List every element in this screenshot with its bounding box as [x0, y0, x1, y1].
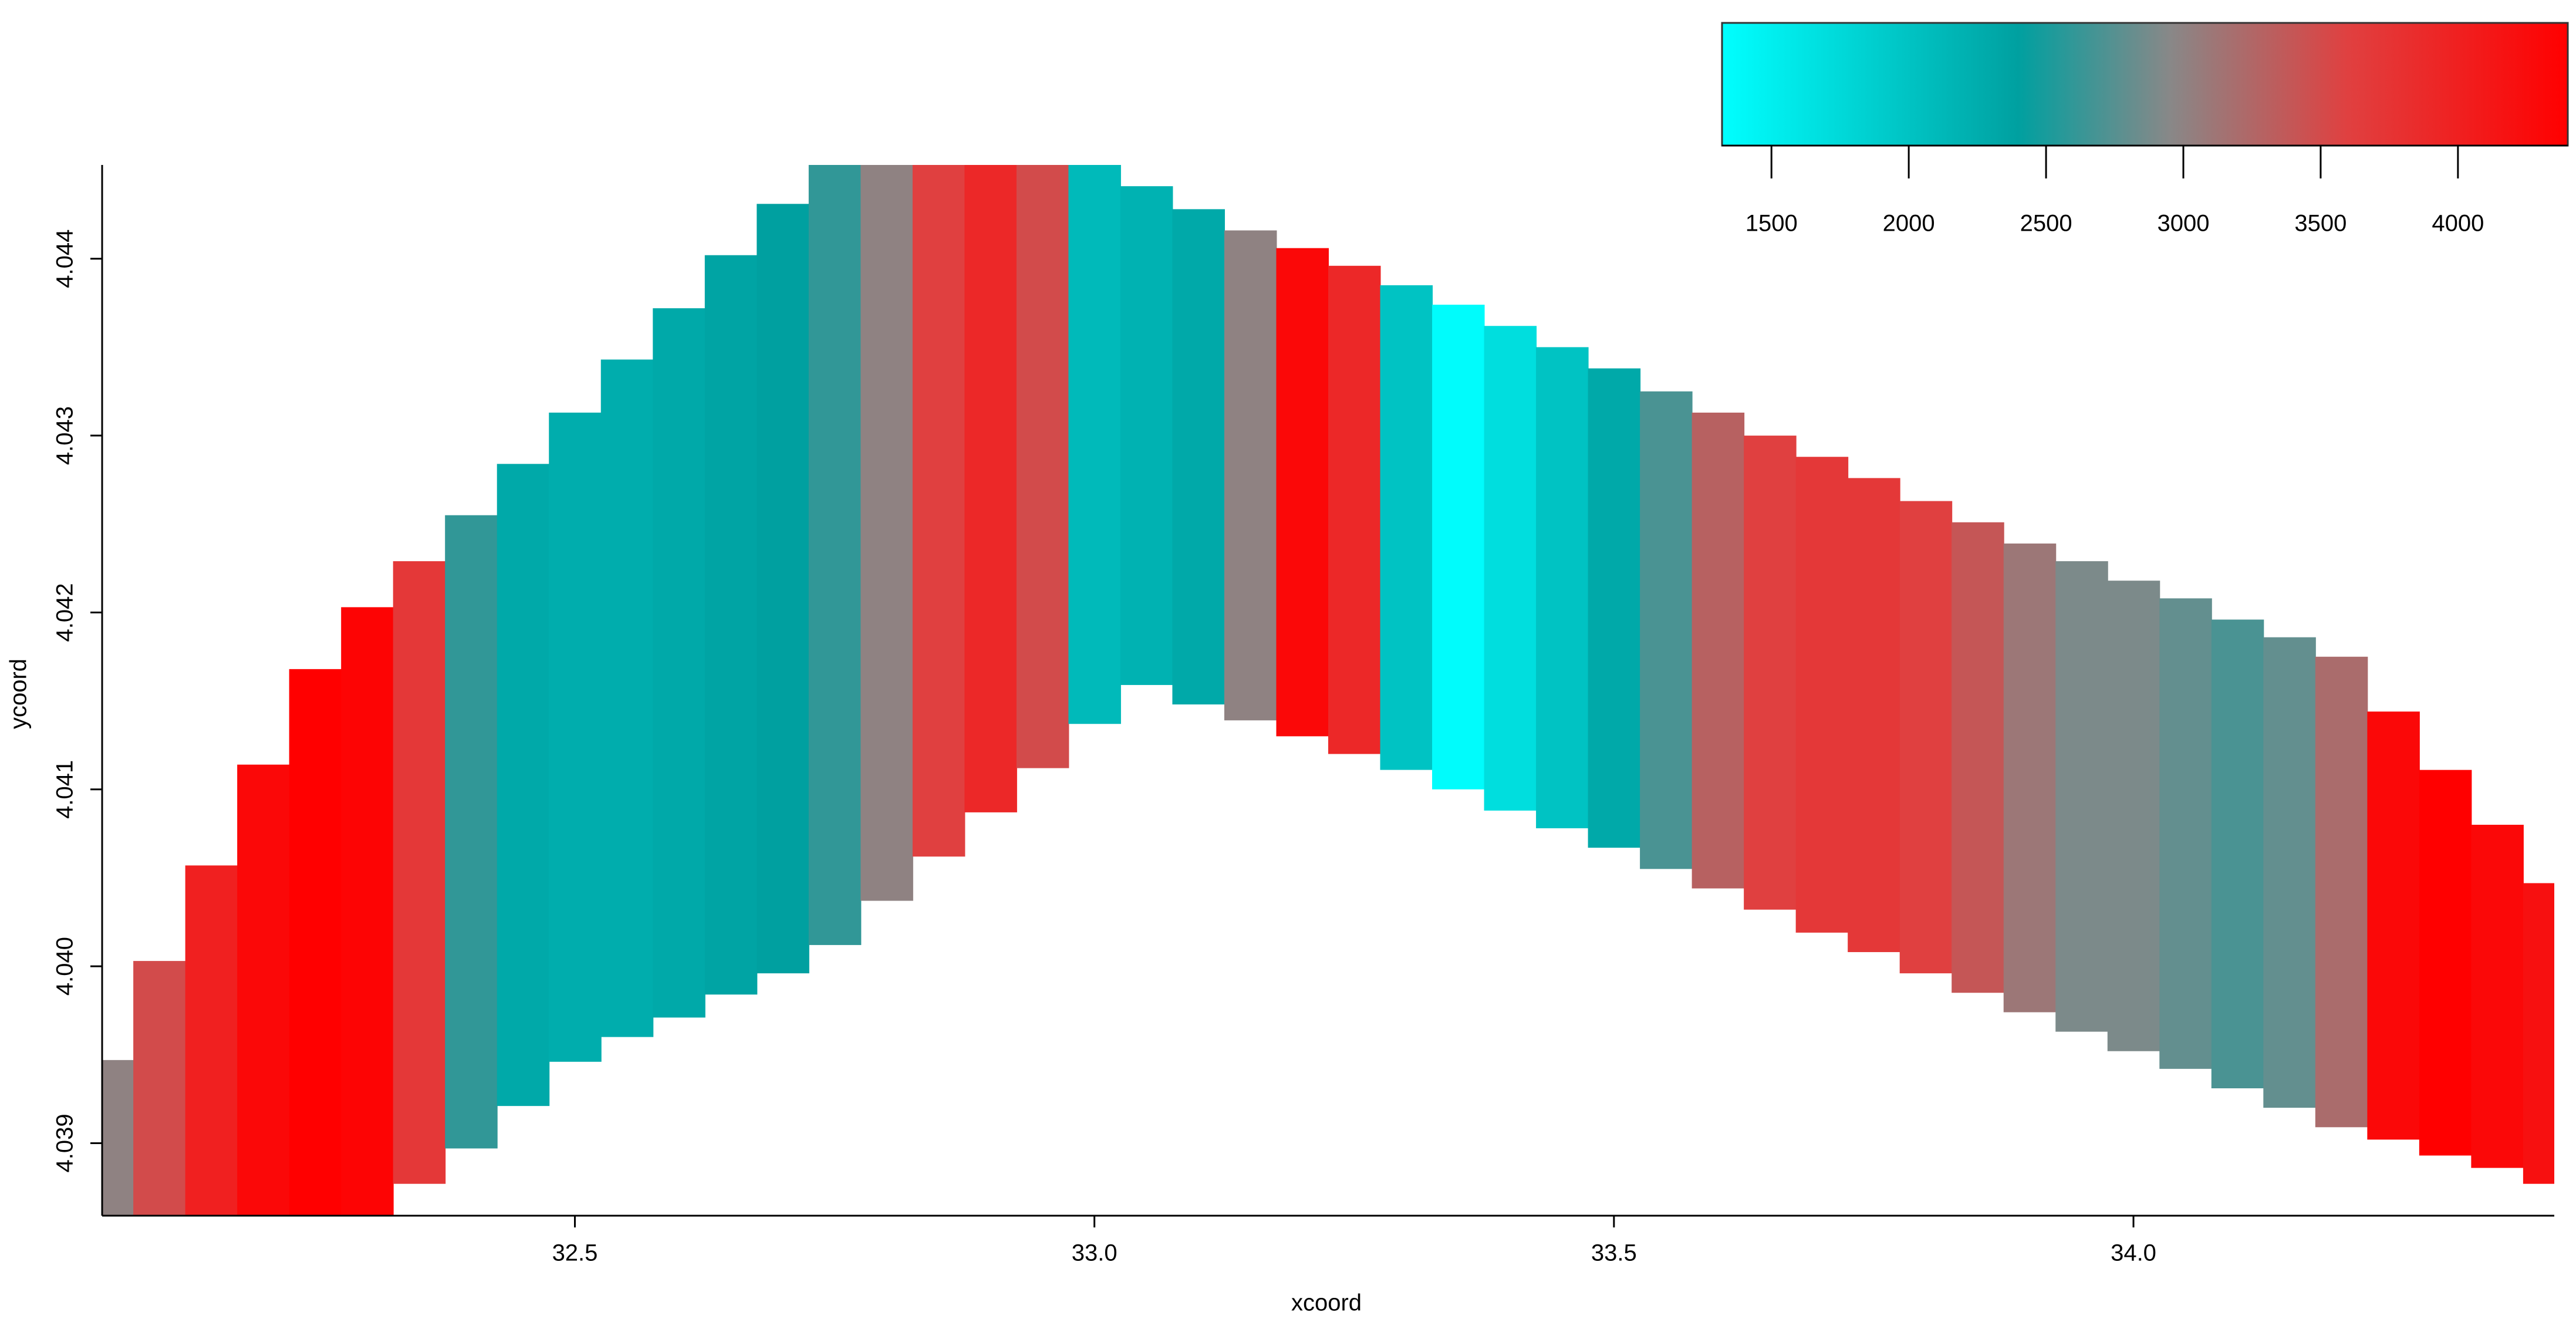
heat-cell [1276, 248, 1329, 737]
heat-cell [185, 865, 238, 1216]
heat-cell [1328, 265, 1381, 754]
heatmap [102, 165, 2554, 1216]
heat-cell [704, 255, 758, 995]
heat-cell [497, 464, 550, 1107]
y-tick-label: 4.041 [52, 760, 78, 819]
heat-cell [1224, 230, 1277, 721]
y-axis-label: ycoord [6, 659, 32, 729]
heat-cell [1068, 165, 1121, 724]
heat-cell [237, 764, 290, 1216]
colorbar-tick-label: 1500 [1746, 211, 1798, 237]
heat-cell [2055, 561, 2108, 1032]
heat-cell [1795, 457, 1849, 933]
y-tick-label: 4.042 [52, 583, 78, 642]
heat-cell [393, 561, 446, 1184]
colorbar-tick-label: 4000 [2432, 211, 2484, 237]
heat-cell [1692, 412, 1745, 889]
y-tick-label: 4.039 [52, 1114, 78, 1172]
heat-cell [600, 359, 654, 1037]
heat-cell [549, 412, 602, 1062]
heat-cell [2263, 637, 2316, 1108]
x-axis-label: xcoord [1291, 1290, 1362, 1316]
heat-cell [1848, 478, 1900, 952]
heat-cell [1432, 305, 1485, 790]
heat-cell [653, 308, 705, 1018]
heat-cell [1588, 368, 1641, 848]
colorbar-tick-label: 2000 [1883, 211, 1935, 237]
heat-cell [1016, 165, 1069, 768]
heat-cell [912, 165, 965, 857]
heat-cell [2159, 598, 2212, 1069]
heat-cell [1952, 522, 2004, 993]
heat-cell [1172, 209, 1225, 705]
heat-cell [445, 515, 498, 1149]
heat-cell [808, 165, 862, 945]
x-tick-label: 33.0 [1072, 1240, 1117, 1266]
heat-cell [1899, 501, 1953, 974]
heat-cell [2315, 656, 2368, 1128]
heat-cell [341, 607, 394, 1216]
heat-cell [1536, 347, 1589, 829]
colorbar-tick-label: 2500 [2020, 211, 2072, 237]
heat-cell [2523, 883, 2554, 1184]
heat-cell [2107, 581, 2160, 1051]
heat-cell [964, 165, 1017, 812]
y-tick-label: 4.040 [52, 937, 78, 996]
heat-cell [757, 204, 809, 974]
heat-cell [1380, 285, 1433, 770]
heat-cell [102, 1060, 134, 1216]
x-tick-label: 33.5 [1591, 1240, 1637, 1266]
heat-cell [1744, 436, 1797, 910]
heat-cell [289, 669, 342, 1216]
heat-cell [1484, 326, 1537, 811]
heat-cell [2003, 543, 2057, 1013]
heat-cell [1640, 391, 1693, 869]
heat-cell [2367, 711, 2420, 1140]
colorbar [1721, 22, 2569, 147]
colorbar-tick-label: 3000 [2158, 211, 2210, 237]
heat-cell [860, 165, 913, 901]
y-tick-label: 4.044 [52, 230, 78, 288]
x-tick-label: 34.0 [2111, 1240, 2156, 1266]
x-tick-label: 32.5 [552, 1240, 598, 1266]
heat-cell [2471, 825, 2524, 1168]
heat-cell [1120, 186, 1173, 685]
heat-cell [133, 961, 186, 1216]
colorbar-tick-label: 3500 [2294, 211, 2347, 237]
y-tick-label: 4.043 [52, 406, 78, 465]
heat-cell [2419, 770, 2472, 1156]
heat-cell [2211, 619, 2264, 1089]
